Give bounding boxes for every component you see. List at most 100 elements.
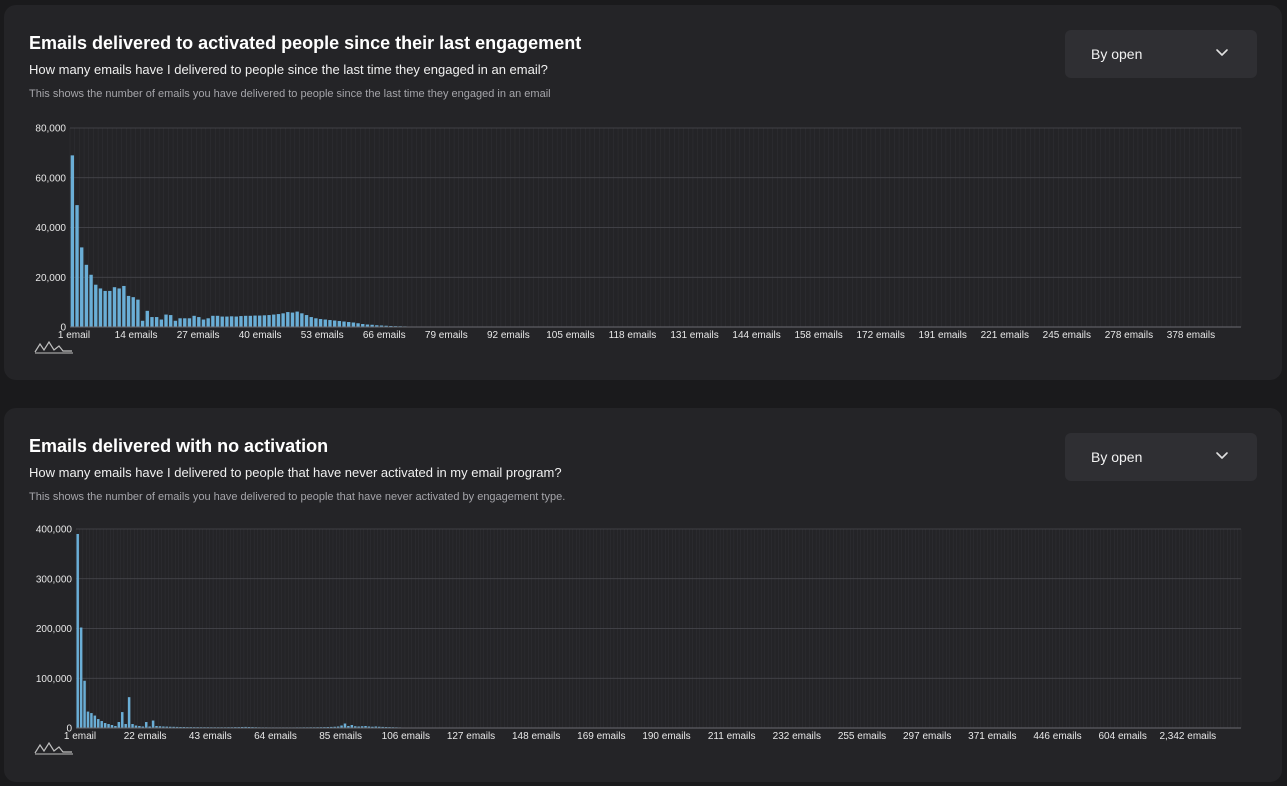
bar[interactable] <box>234 316 238 327</box>
bar[interactable] <box>103 723 107 728</box>
bar[interactable] <box>276 314 281 327</box>
bar[interactable] <box>295 311 299 327</box>
bar[interactable] <box>248 315 253 327</box>
bar[interactable] <box>80 247 84 327</box>
bar[interactable] <box>110 725 114 728</box>
bar[interactable] <box>381 726 384 728</box>
bar[interactable] <box>229 316 234 327</box>
bar[interactable] <box>215 315 220 327</box>
bar[interactable] <box>374 726 378 728</box>
bar[interactable] <box>253 315 257 327</box>
bar[interactable] <box>175 726 179 728</box>
bar[interactable] <box>122 285 126 327</box>
bar[interactable] <box>121 712 124 728</box>
bar[interactable] <box>159 319 164 327</box>
bar[interactable] <box>108 290 112 327</box>
bar[interactable] <box>332 320 337 327</box>
bar[interactable] <box>89 274 93 327</box>
bar[interactable] <box>138 726 141 728</box>
bar[interactable] <box>201 319 206 327</box>
bar[interactable] <box>365 324 370 327</box>
bar[interactable] <box>357 726 360 728</box>
engagement-type-dropdown[interactable]: By open <box>1065 30 1257 78</box>
bar[interactable] <box>131 724 134 728</box>
bar[interactable] <box>262 315 267 327</box>
bar[interactable] <box>340 725 343 728</box>
bar[interactable] <box>192 315 196 327</box>
bar[interactable] <box>117 288 121 327</box>
bar[interactable] <box>272 314 276 327</box>
bar[interactable] <box>354 726 357 728</box>
bar[interactable] <box>75 205 79 327</box>
bar[interactable] <box>90 713 93 728</box>
bar[interactable] <box>76 533 79 728</box>
bar[interactable] <box>141 726 145 728</box>
bar[interactable] <box>187 318 192 327</box>
bar[interactable] <box>314 318 318 327</box>
bar[interactable] <box>370 324 374 327</box>
bar[interactable] <box>114 726 117 728</box>
bar[interactable] <box>220 316 224 327</box>
bar[interactable] <box>337 321 342 327</box>
bar[interactable] <box>97 719 100 728</box>
bar[interactable] <box>172 726 175 728</box>
bar[interactable] <box>323 319 327 327</box>
bar[interactable] <box>131 297 135 327</box>
bar[interactable] <box>258 315 262 327</box>
bar[interactable] <box>126 295 131 327</box>
bar[interactable] <box>281 313 285 327</box>
bar[interactable] <box>211 315 215 327</box>
bar[interactable] <box>364 726 367 728</box>
bar[interactable] <box>330 726 333 728</box>
bar[interactable] <box>309 317 313 327</box>
bar[interactable] <box>112 287 117 327</box>
bar[interactable] <box>290 312 295 327</box>
bar[interactable] <box>225 316 229 327</box>
bar[interactable] <box>155 726 158 728</box>
bar[interactable] <box>342 321 346 327</box>
bar[interactable] <box>79 627 83 728</box>
bar[interactable] <box>162 726 165 728</box>
bar[interactable] <box>206 318 210 327</box>
bar[interactable] <box>134 725 138 728</box>
bar[interactable] <box>158 726 162 728</box>
bar[interactable] <box>183 318 187 327</box>
bar[interactable] <box>239 316 243 327</box>
bar[interactable] <box>168 726 172 728</box>
bar[interactable] <box>164 314 168 327</box>
bar[interactable] <box>333 726 336 728</box>
bar[interactable] <box>351 322 356 327</box>
bar[interactable] <box>165 726 169 728</box>
bar[interactable] <box>107 724 110 728</box>
bar[interactable] <box>98 288 103 327</box>
bar[interactable] <box>93 715 97 728</box>
bar[interactable] <box>361 324 365 327</box>
bar[interactable] <box>304 315 309 327</box>
bar[interactable] <box>267 315 271 327</box>
bar[interactable] <box>136 299 140 327</box>
bar[interactable] <box>83 680 86 728</box>
bar[interactable] <box>328 320 332 327</box>
bar[interactable] <box>356 323 360 327</box>
bar[interactable] <box>375 325 379 327</box>
bar[interactable] <box>150 317 154 327</box>
bar[interactable] <box>286 312 290 327</box>
bar[interactable] <box>84 264 89 327</box>
bar[interactable] <box>367 726 371 728</box>
bar[interactable] <box>178 318 182 327</box>
bar[interactable] <box>151 720 155 728</box>
bar[interactable] <box>343 723 347 728</box>
bar[interactable] <box>169 315 173 327</box>
bar[interactable] <box>145 722 148 728</box>
bar[interactable] <box>300 313 304 327</box>
bar[interactable] <box>145 310 149 327</box>
bar[interactable] <box>336 726 340 728</box>
bar[interactable] <box>347 322 351 327</box>
bar[interactable] <box>360 726 364 728</box>
bar[interactable] <box>244 726 247 728</box>
bar[interactable] <box>384 325 388 327</box>
bar[interactable] <box>148 726 151 728</box>
engagement-type-dropdown[interactable]: By open <box>1065 433 1257 481</box>
bar[interactable] <box>100 721 103 728</box>
bar[interactable] <box>117 722 121 728</box>
